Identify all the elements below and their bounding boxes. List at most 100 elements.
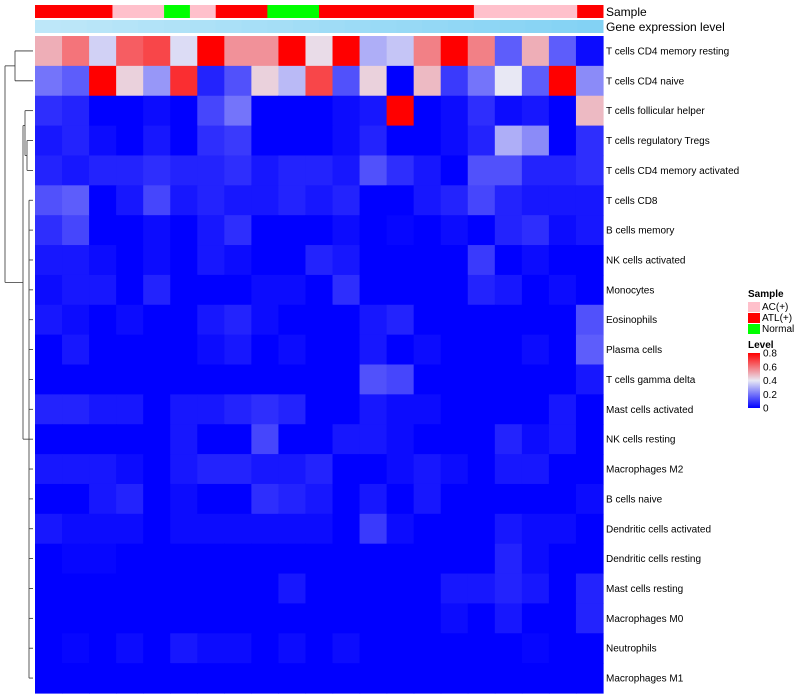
- heatmap-cell: [224, 95, 252, 127]
- heatmap-cell: [494, 603, 523, 634]
- heatmap-cell: [359, 364, 388, 395]
- heatmap-cell: [332, 215, 361, 246]
- heatmap-cell: [251, 543, 280, 575]
- heatmap-cell: [494, 513, 523, 545]
- heatmap-cell: [278, 304, 307, 336]
- expression-annotation-cell: [112, 20, 139, 33]
- heatmap-cell: [575, 304, 604, 336]
- expression-annotation-cell: [473, 20, 501, 33]
- heatmap-cell: [197, 334, 225, 366]
- heatmap-cell: [548, 424, 577, 455]
- heatmap-cell: [548, 454, 577, 485]
- heatmap-cell: [521, 304, 550, 336]
- heatmap-cell: [116, 125, 144, 157]
- heatmap-cell: [440, 125, 469, 157]
- heatmap-cell: [575, 454, 604, 485]
- heatmap-cell: [170, 125, 198, 157]
- heatmap-cell: [305, 543, 334, 575]
- heatmap-cell: [62, 95, 90, 127]
- heatmap-cell: [332, 274, 361, 306]
- heatmap-cell: [170, 185, 198, 216]
- heatmap-cell: [143, 543, 171, 575]
- heatmap-cell: [224, 185, 252, 216]
- heatmap-cell: [332, 245, 361, 276]
- heatmap-cell: [224, 483, 252, 515]
- heatmap-cell: [413, 603, 442, 634]
- heatmap-cell: [386, 573, 415, 605]
- row-label: NK cells resting: [606, 435, 675, 446]
- heatmap-cell: [89, 364, 117, 395]
- heatmap-cell: [143, 95, 171, 127]
- heatmap-cell: [440, 633, 469, 664]
- heatmap-cell: [170, 95, 198, 127]
- heatmap-cell: [575, 245, 604, 276]
- heatmap-cell: [251, 95, 280, 127]
- heatmap-cell: [89, 334, 117, 366]
- sample-annotation-cell: [215, 5, 243, 18]
- heatmap-cell: [62, 155, 90, 186]
- row-label: Macrophages M1: [606, 674, 684, 685]
- heatmap-cell: [413, 65, 442, 97]
- heatmap-cell: [143, 603, 171, 634]
- heatmap-cell: [62, 215, 90, 246]
- heatmap-cell: [359, 454, 388, 485]
- heatmap-cell: [467, 155, 496, 186]
- heatmap-cell: [467, 633, 496, 664]
- heatmap-cell: [386, 36, 415, 67]
- heatmap-cell: [224, 36, 252, 67]
- heatmap-cell: [386, 364, 415, 395]
- heatmap-cell: [548, 95, 577, 127]
- heatmap-cell: [575, 394, 604, 425]
- heatmap-cell: [89, 95, 117, 127]
- heatmap-cell: [170, 274, 198, 306]
- heatmap-cell: [224, 633, 252, 664]
- heatmap-cell: [386, 543, 415, 575]
- heatmap-cell: [359, 65, 388, 97]
- heatmap-cell: [494, 454, 523, 485]
- legend-sample-title: Sample: [748, 289, 784, 300]
- heatmap-cell: [440, 215, 469, 246]
- heatmap-cell: [440, 155, 469, 186]
- heatmap-cell: [143, 36, 171, 67]
- heatmap-cell: [278, 274, 307, 306]
- heatmap-cell: [359, 603, 388, 634]
- heatmap-cell: [548, 573, 577, 605]
- sample-annotation-cell: [319, 5, 346, 18]
- heatmap-cell: [143, 185, 171, 216]
- sample-annotation-cell: [525, 5, 552, 18]
- heatmap-cell: [332, 543, 361, 575]
- heatmap-cell: [251, 663, 280, 694]
- row-dendrogram: [4, 50, 33, 679]
- heatmap-cell: [170, 394, 198, 425]
- heatmap-cell: [143, 663, 171, 694]
- expression-annotation-cell: [35, 20, 62, 33]
- heatmap-cell: [575, 603, 604, 634]
- heatmap-cell: [494, 65, 523, 97]
- heatmap-cell: [170, 633, 198, 664]
- heatmap-cell: [116, 394, 144, 425]
- heatmap-cell: [575, 36, 604, 67]
- heatmap-cell: [575, 543, 604, 575]
- heatmap-cell: [386, 454, 415, 485]
- expression-annotation-cell: [448, 20, 475, 33]
- heatmap-cell: [305, 215, 334, 246]
- heatmap-cell: [386, 633, 415, 664]
- heatmap-cell: [332, 304, 361, 336]
- heatmap-cell: [143, 245, 171, 276]
- legend-level-ticks: 0.8 0.6 0.4 0.2 0: [760, 349, 777, 415]
- heatmap-cell: [224, 274, 252, 306]
- heatmap-cell: [440, 483, 469, 515]
- heatmap-cell: [197, 364, 225, 395]
- heatmap-cell: [35, 573, 63, 605]
- heatmap-cell: [494, 125, 523, 157]
- legend-tick-label: 0.2: [763, 390, 777, 401]
- legend-entry-label: AC(+): [762, 302, 788, 313]
- heatmap-cell: [89, 185, 117, 216]
- heatmap-cell: [413, 424, 442, 455]
- heatmap-cell: [278, 36, 307, 67]
- heatmap-cell: [35, 483, 63, 515]
- heatmap-cell: [332, 394, 361, 425]
- legend-tick-label: 0.6: [763, 362, 777, 373]
- heatmap-cell: [116, 245, 144, 276]
- heatmap-cell: [197, 36, 225, 67]
